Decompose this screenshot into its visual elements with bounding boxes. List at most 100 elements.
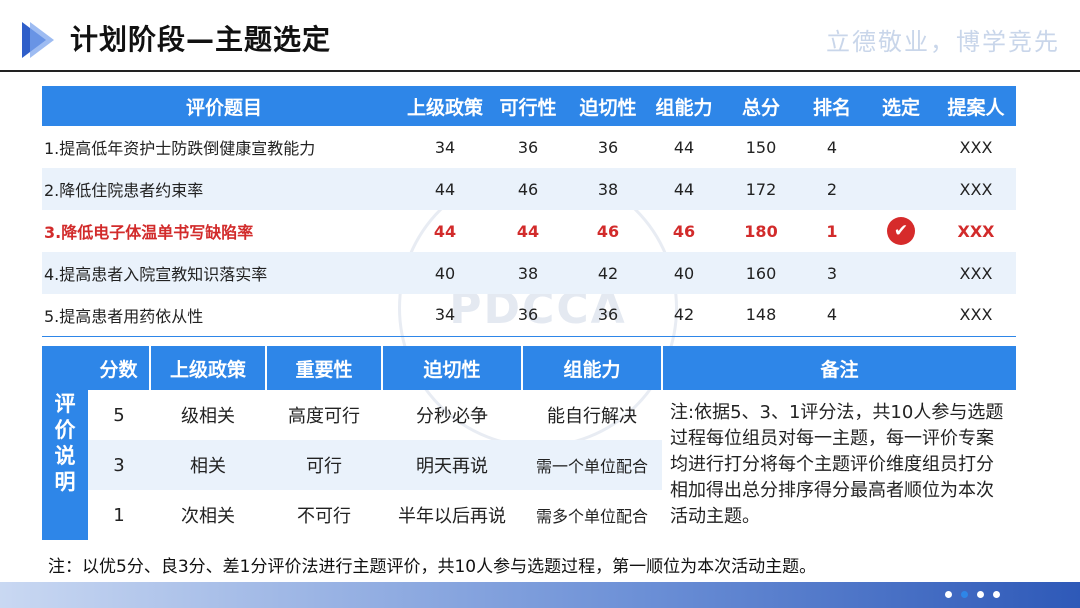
- pager-dot[interactable]: [961, 591, 968, 598]
- cell-topic: 5.提高患者用药依从性: [42, 294, 406, 337]
- table-row-selected: 3.降低电子体温单书写缺陷率 44 44 46 46 180 1 ✔ XXX: [42, 210, 1016, 252]
- page-title: 计划阶段—主题选定: [70, 23, 332, 56]
- cell-policy: 44: [406, 168, 484, 210]
- cell-policy: 40: [406, 252, 484, 294]
- cell-urgency: 42: [572, 252, 644, 294]
- criteria-row: 1 次相关 不可行 半年以后再说 需多个单位配合: [42, 490, 1016, 540]
- col-header-proposer: 提案人: [936, 86, 1016, 126]
- cell-total: 160: [724, 252, 798, 294]
- cell-urgency: 36: [597, 137, 619, 157]
- cell-rank: 4: [798, 294, 866, 337]
- check-icon: ✔: [887, 217, 915, 245]
- cell-score: 3: [88, 440, 150, 490]
- chevron-shadow-icon: [30, 22, 54, 58]
- col-header-total: 总分: [724, 86, 798, 126]
- cell-topic: 1.提高低年资护士防跌倒健康宣教能力: [44, 139, 316, 158]
- cell-selected: [866, 252, 936, 294]
- cell-feasibility: 46: [484, 168, 572, 210]
- evaluation-header-row: 评价题目 上级政策 可行性 迫切性 组能力 总分 排名 选定 提案人: [42, 86, 1016, 126]
- evaluation-table: 评价题目 上级政策 可行性 迫切性 组能力 总分 排名 选定 提案人 1.提高低…: [42, 86, 1016, 337]
- slide-header: 计划阶段—主题选定 立德敬业，博学竞先: [0, 0, 1080, 72]
- cell-topic: 2.降低住院患者约束率: [42, 168, 406, 210]
- table-row: 1.提高低年资护士防跌倒健康宣教能力 34 36 36 44 150 4 XXX: [42, 126, 1016, 168]
- cell-ability: 44: [673, 137, 695, 157]
- footnote: 注：以优5分、良3分、差1分评价法进行主题评价，共10人参与选题过程，第一顺位为…: [48, 557, 817, 577]
- cell-policy: 44: [433, 221, 457, 241]
- cell-rank: 2: [798, 168, 866, 210]
- cell-policy: 级相关: [181, 406, 235, 427]
- cell-selected: [866, 168, 936, 210]
- table-row: 5.提高患者用药依从性 34 36 36 42 148 4 XXX: [42, 294, 1016, 337]
- cell-total: 148: [724, 294, 798, 337]
- cell-rank: 1: [826, 221, 838, 241]
- cell-feasibility: 44: [516, 221, 540, 241]
- col-header-topic: 评价题目: [42, 86, 406, 126]
- cell-ability: 46: [672, 221, 696, 241]
- cell-policy: 34: [406, 294, 484, 337]
- cell-policy: 次相关: [181, 506, 235, 527]
- cell-ability: 44: [644, 168, 724, 210]
- col-header-policy: 上级政策: [150, 346, 267, 390]
- cell-selected: [866, 294, 936, 337]
- pager-dots: [945, 591, 1000, 598]
- cell-feasibility: 36: [517, 137, 539, 157]
- cell-urgency: 38: [572, 168, 644, 210]
- cell-importance: 可行: [266, 440, 382, 490]
- criteria-header-row: 评价说明 分数 上级政策 重要性 迫切性 组能力 备注: [42, 346, 1016, 540]
- pager-dot[interactable]: [945, 591, 952, 598]
- col-header-ability: 组能力: [644, 86, 724, 126]
- cell-selected: [866, 126, 936, 168]
- criteria-note: 注:依据5、3、1评分法，共10人参与选题过程每位组员对每一主题，每一评价专案均…: [662, 390, 1016, 540]
- pager-dot[interactable]: [993, 591, 1000, 598]
- cell-proposer: XXX: [936, 252, 1016, 294]
- criteria-table: 评价说明 分数 上级政策 重要性 迫切性 组能力 备注 5 级相关 高度可行 分…: [42, 346, 1016, 540]
- col-header-urgency: 迫切性: [572, 86, 644, 126]
- cell-ability: 需一个单位配合: [522, 440, 662, 490]
- table-row: 4.提高患者入院宣教知识落实率 40 38 42 40 160 3 XXX: [42, 252, 1016, 294]
- cell-urgency: 分秒必争: [416, 406, 488, 427]
- cell-proposer: XXX: [957, 221, 995, 241]
- criteria-row: 3 相关 可行 明天再说 需一个单位配合: [42, 440, 1016, 490]
- cell-policy: 相关: [150, 440, 266, 490]
- col-header-score: 分数: [88, 346, 151, 390]
- col-header-remark: 备注: [662, 346, 1016, 390]
- cell-policy: 34: [434, 137, 456, 157]
- cell-rank: 4: [826, 137, 838, 157]
- cell-total: 150: [745, 137, 777, 157]
- cell-score: 1: [113, 504, 125, 526]
- col-header-importance: 重要性: [266, 346, 383, 390]
- col-header-feasibility: 可行性: [484, 86, 572, 126]
- cell-topic: 3.降低电子体温单书写缺陷率: [44, 223, 254, 242]
- col-header-policy: 上级政策: [406, 86, 484, 126]
- cell-importance: 不可行: [297, 506, 351, 527]
- cell-urgency: 36: [572, 294, 644, 337]
- col-header-rank: 排名: [798, 86, 866, 126]
- cell-total: 180: [744, 221, 778, 241]
- cell-ability: 40: [644, 252, 724, 294]
- cell-ability: 42: [644, 294, 724, 337]
- bottom-bar: [0, 582, 1080, 608]
- cell-selected: ✔: [866, 210, 936, 252]
- cell-total: 172: [724, 168, 798, 210]
- cell-feasibility: 36: [484, 294, 572, 337]
- criteria-row: 5 级相关 高度可行 分秒必争 能自行解决 注:依据5、3、1评分法，共10人参…: [42, 390, 1016, 540]
- cell-proposer: XXX: [936, 168, 1016, 210]
- side-label-text: 评价说明: [54, 392, 76, 494]
- cell-ability: 能自行解决: [547, 406, 637, 427]
- table-row: 2.降低住院患者约束率 44 46 38 44 172 2 XXX: [42, 168, 1016, 210]
- cell-urgency: 46: [596, 221, 620, 241]
- col-header-selected: 选定: [866, 86, 936, 126]
- criteria-side-label: 评价说明: [42, 346, 88, 540]
- pager-dot[interactable]: [977, 591, 984, 598]
- cell-rank: 3: [798, 252, 866, 294]
- cell-proposer: XXX: [959, 137, 993, 157]
- cell-feasibility: 38: [484, 252, 572, 294]
- cell-score: 5: [113, 404, 125, 426]
- cell-importance: 高度可行: [288, 406, 360, 427]
- cell-proposer: XXX: [936, 294, 1016, 337]
- header-divider: [0, 70, 1080, 72]
- col-header-ability: 组能力: [522, 346, 663, 390]
- col-header-urgency: 迫切性: [382, 346, 523, 390]
- cell-topic: 4.提高患者入院宣教知识落实率: [42, 252, 406, 294]
- cell-ability: 需多个单位配合: [535, 507, 648, 526]
